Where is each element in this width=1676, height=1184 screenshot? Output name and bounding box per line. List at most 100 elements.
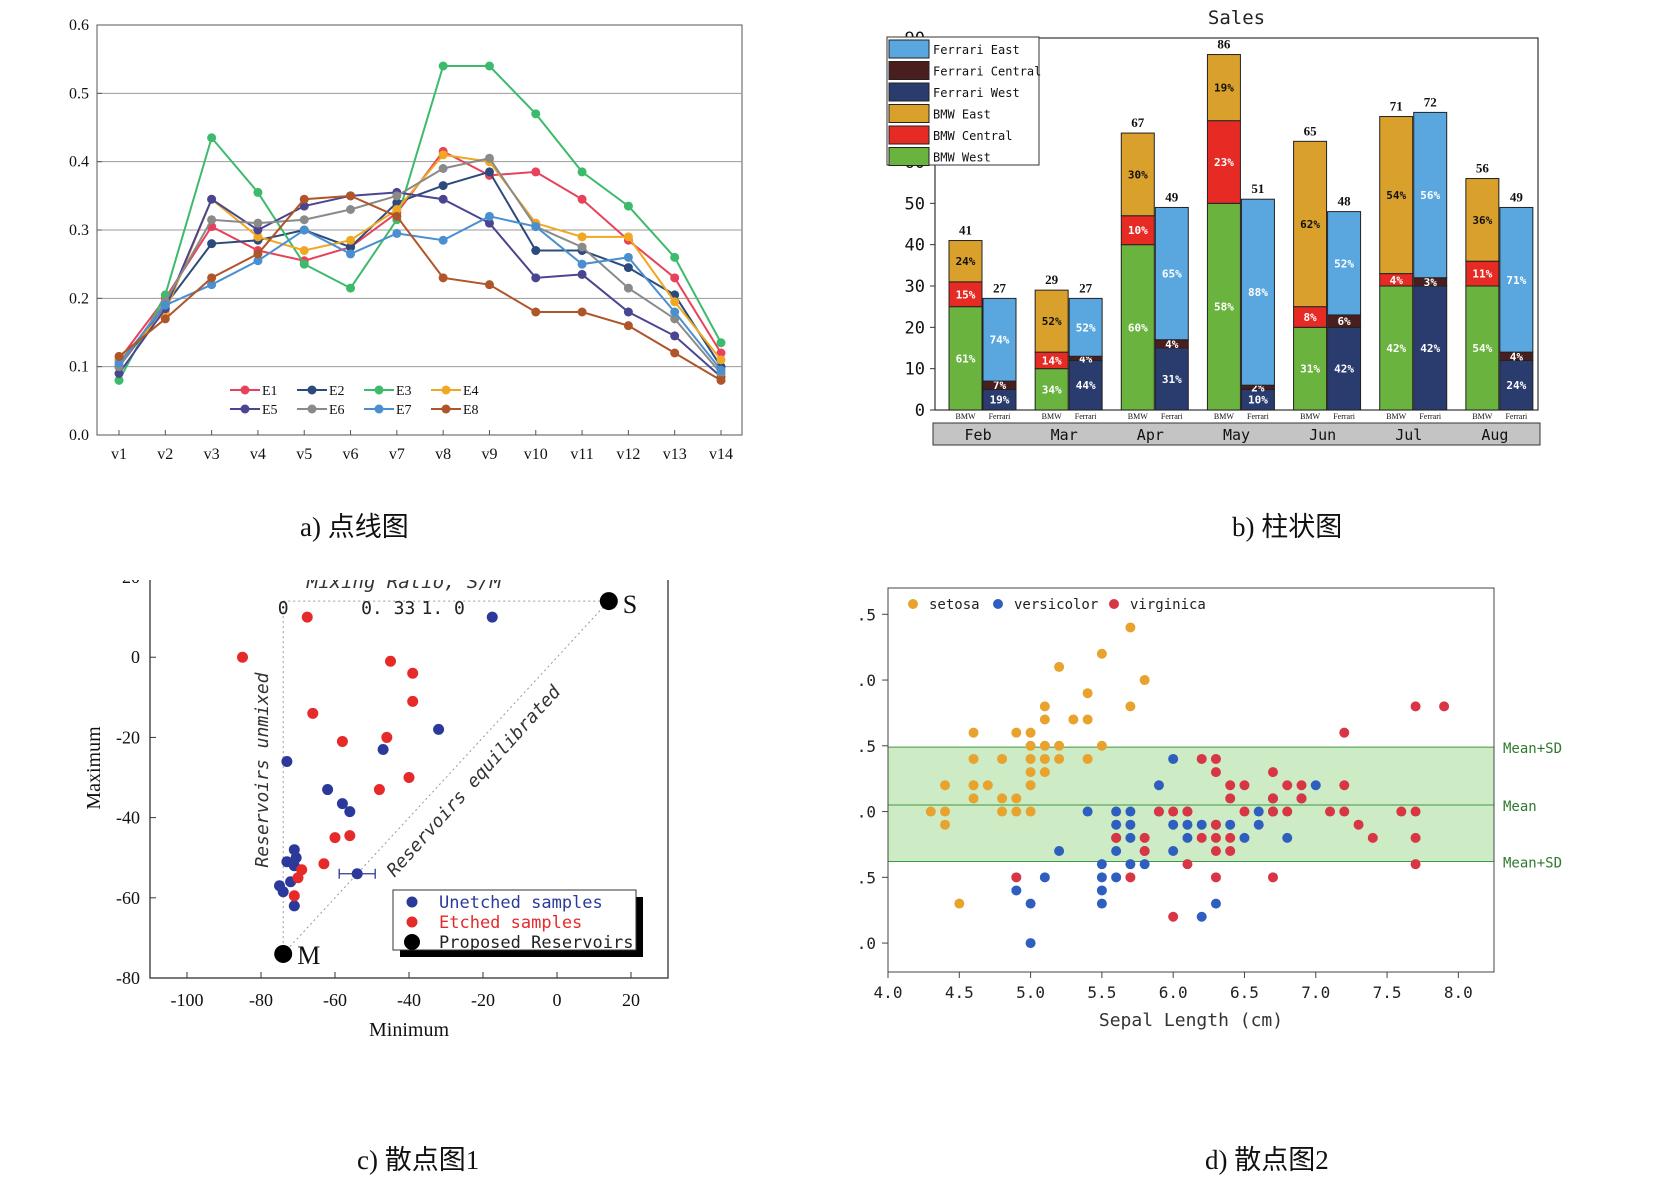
bar-pct-label: 36% [1472,214,1492,227]
point-E6 [577,242,587,252]
legend-label: E3 [396,384,412,399]
band-label: Mean+SD [1503,741,1562,757]
point-versicolor [1310,780,1321,791]
point-setosa [982,780,993,791]
point-setosa [968,793,979,804]
bar-ferrari-west [1327,326,1362,411]
sub-label: Ferrari [1161,412,1184,421]
point-E2 [484,167,494,177]
bar-pct-label: 30% [1128,168,1148,181]
bar-pct-label: 60% [1128,321,1148,334]
bar-bmw-central [1465,260,1500,287]
bar-pct-label: 42% [1334,363,1354,376]
bar-ferrari-east [1413,111,1448,279]
bar-ferrari-west [1154,347,1189,411]
chart-d-scatter: Fisher's Iris DataFisher's Iris DataMean… [856,587,1562,1031]
label-M: M [297,941,320,970]
point-E8 [577,307,587,317]
bar-pct-label: 44% [1076,379,1096,392]
point-setosa [925,806,936,817]
caption-c: c) 散点图1 [357,1145,480,1175]
bar-pct-label: 6% [1337,315,1351,328]
bar-pct-label: 24% [956,255,976,268]
legend-swatch [888,147,930,166]
y-tick-label: 30 [905,277,925,297]
point-E7 [577,259,587,269]
bar-total-label: 27 [1079,280,1093,295]
chart-title: Mixing Ratio, S/M [306,580,502,593]
point-virginica [1225,832,1236,843]
y-tick-label: 0.5 [69,85,89,102]
legend-label: E7 [396,403,412,418]
point-setosa [997,806,1008,817]
caption-a: a) 点线图 [300,512,409,542]
legend-label: Ferrari Central [933,65,1041,79]
point-virginica [1210,753,1221,764]
x-tick-label: -80 [249,990,273,1010]
point-versicolor [1282,832,1293,843]
y-tick-label: -80 [116,968,140,988]
point-virginica [1182,806,1193,817]
bar-pct-label: 52% [1076,321,1096,334]
point-setosa [1025,727,1036,738]
sub-label: Ferrari [1505,412,1528,421]
point-versicolor [1182,832,1193,843]
point-virginica [1367,832,1378,843]
point-versicolor [1253,819,1264,830]
legend-label: BMW East [933,108,991,122]
bar-bmw-west [1206,202,1241,411]
point-versicolor [1111,806,1122,817]
chart-b-stacked-bar: Sales010203040506070809061%15%24%4119%7%… [886,7,1541,446]
point-setosa [968,753,979,764]
series-line-E3 [118,65,722,381]
point-setosa [1039,740,1050,751]
x-tick-label: v7 [389,446,405,463]
caption-d: d) 散点图2 [1205,1145,1329,1175]
sub-label: Ferrari [1333,412,1356,421]
bar-total-label: 48 [1338,194,1352,209]
bar-pct-label: 4% [1390,274,1404,287]
sub-label: Ferrari [1075,412,1098,421]
point-virginica [1410,806,1421,817]
point-virginica [1225,846,1236,857]
top-tick-label: 0. 33 [361,598,415,619]
point-E1 [577,194,587,204]
legend-swatch [888,104,930,123]
bar-bmw-east [1120,132,1155,217]
point-E8 [346,191,356,201]
legend-marker-E8 [441,404,451,414]
bar-bmw-east [1206,54,1241,122]
point-virginica [1196,832,1207,843]
point-setosa [1011,793,1022,804]
x-tick-label: v8 [435,446,451,463]
point-E6 [253,218,263,228]
legend-marker-E1 [240,385,250,395]
point-E3 [299,259,309,269]
point-virginica [1325,806,1336,817]
point-E1 [716,348,726,358]
x-tick-label: 7.0 [1301,983,1330,1002]
point-versicolor [1210,898,1221,909]
point-E8 [253,249,263,259]
legend-label: Ferrari East [933,43,1020,57]
point-setosa [968,780,979,791]
point-setosa [1011,727,1022,738]
bar-pct-label: 19% [1214,82,1234,95]
point-virginica [1210,846,1221,857]
point-versicolor [1196,911,1207,922]
legend-marker-E2 [307,385,317,395]
point-E3 [716,338,726,348]
y-tick-label: 20 [122,580,140,587]
point-E7 [484,211,494,221]
legend-label: E1 [262,384,278,399]
point-Unetched samples [486,611,498,623]
point-Unetched samples [433,723,445,735]
x-tick-label: v5 [296,446,312,463]
point-versicolor [1168,753,1179,764]
point-virginica [1111,832,1122,843]
point-Etched samples [385,655,396,667]
point-E2 [207,239,217,249]
point-versicolor [1082,806,1093,817]
x-tick-label: 7.5 [1373,983,1402,1002]
point-E3 [577,167,587,177]
